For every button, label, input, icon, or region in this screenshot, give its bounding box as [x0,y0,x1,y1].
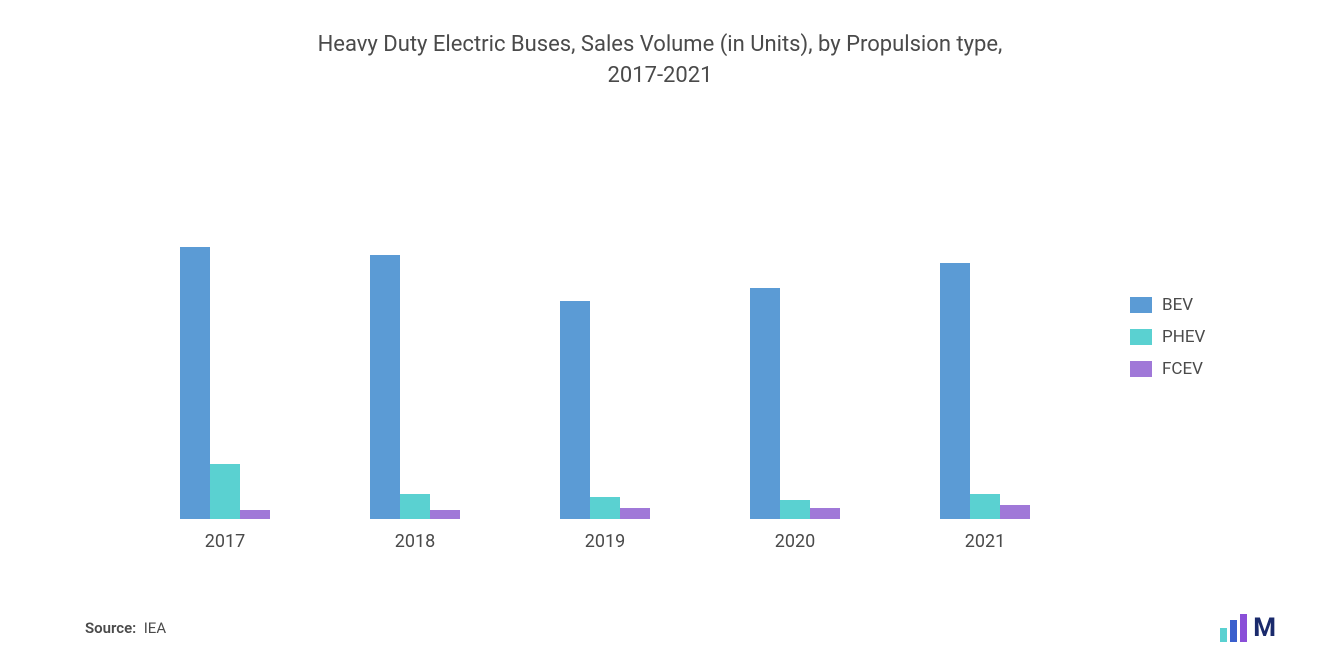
chart-title: Heavy Duty Electric Buses, Sales Volume … [250,30,1070,92]
bar-group: 2021 [890,139,1080,552]
bar-phev [210,464,240,518]
bar-bev [180,247,210,518]
bar-bev [560,301,590,518]
legend-label: PHEV [1162,327,1205,347]
bars-wrap [560,139,650,519]
x-axis-label: 2021 [965,531,1005,552]
bar-bev [940,263,970,518]
logo-bars-icon [1220,614,1247,642]
source-attribution: Source: IEA [85,619,166,637]
legend-swatch-icon [1130,361,1152,377]
x-axis-label: 2017 [205,531,245,552]
bar-fcev [1000,505,1030,519]
bar-phev [970,494,1000,518]
bars-wrap [180,139,270,519]
legend-item-bev: BEV [1130,295,1260,315]
legend-label: BEV [1162,295,1193,315]
legend-swatch-icon [1130,297,1152,313]
bar-phev [400,494,430,518]
title-line2: 2017-2021 [608,63,713,88]
bar-bev [750,288,780,519]
bar-group: 2017 [130,139,320,552]
legend-item-phev: PHEV [1130,327,1260,347]
logo-text: M [1253,613,1275,643]
legend-swatch-icon [1130,329,1152,345]
bar-group: 2020 [700,139,890,552]
bars-wrap [370,139,460,519]
x-axis-label: 2020 [775,531,815,552]
bar-fcev [810,508,840,519]
plot-region: 2017 2018 2019 2020 2021 [60,122,1120,552]
brand-logo: M [1220,613,1275,643]
bar-fcev [430,510,460,518]
legend: BEV PHEV FCEV [1120,122,1260,552]
source-value: IEA [144,619,166,637]
x-axis-label: 2019 [585,531,625,552]
bar-bev [370,255,400,518]
bar-group: 2019 [510,139,700,552]
title-line1: Heavy Duty Electric Buses, Sales Volume … [318,32,1003,57]
bar-fcev [620,508,650,519]
bar-group: 2018 [320,139,510,552]
source-label: Source: [85,619,136,637]
bars-wrap [750,139,840,519]
legend-label: FCEV [1162,359,1203,379]
bar-phev [590,497,620,519]
bar-phev [780,500,810,519]
x-axis-label: 2018 [395,531,435,552]
bar-fcev [240,510,270,518]
chart-area: 2017 2018 2019 2020 2021 BEV PHEV FCEV [60,122,1260,552]
legend-item-fcev: FCEV [1130,359,1260,379]
bars-wrap [940,139,1030,519]
